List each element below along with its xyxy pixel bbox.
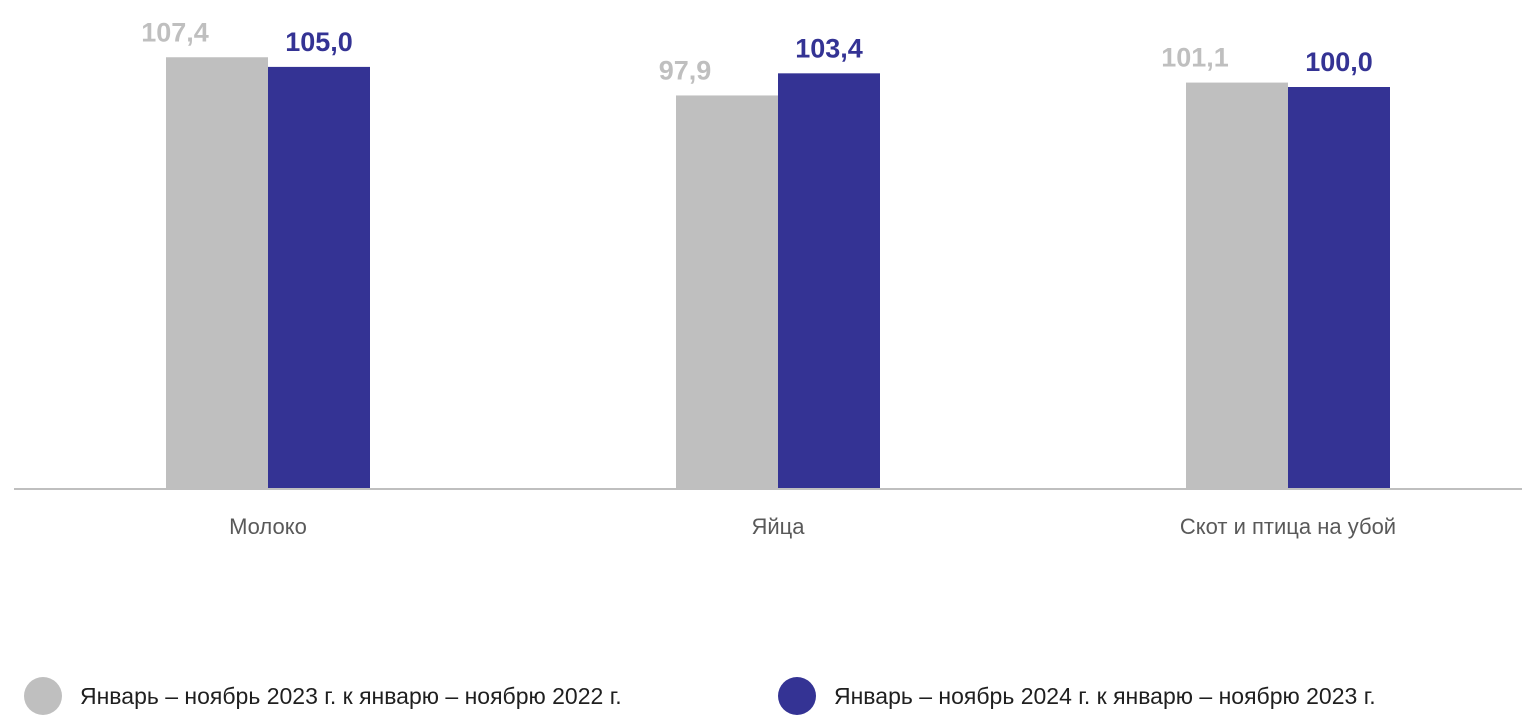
bars-group xyxy=(166,57,1390,490)
legend-marker-series-1 xyxy=(24,677,62,715)
legend-label-series-2: Январь – ноябрь 2024 г. к январю – ноябр… xyxy=(834,682,1376,709)
legend-label-series-1: Январь – ноябрь 2023 г. к январю – ноябр… xyxy=(80,682,622,709)
value-label-series-2-category-2: 103,4 xyxy=(795,33,863,63)
bar-series-2-category-1 xyxy=(268,66,370,490)
value-label-series-1-category-3: 101,1 xyxy=(1161,43,1229,73)
value-label-series-1-category-2: 97,9 xyxy=(659,55,712,85)
bar-series-1-category-1 xyxy=(166,57,268,489)
legend-marker-series-2 xyxy=(778,677,816,715)
value-label-series-2-category-3: 100,0 xyxy=(1305,47,1373,77)
legend-item-series-1: Январь – ноябрь 2023 г. к январю – ноябр… xyxy=(24,676,622,716)
category-label-1: Молоко xyxy=(229,514,307,539)
legend-item-series-2: Январь – ноябрь 2024 г. к январю – ноябр… xyxy=(778,676,1376,716)
category-label-2: Яйца xyxy=(751,514,805,539)
category-label-3: Скот и птица на убой xyxy=(1180,514,1396,539)
value-labels-group: 107,4 105,0 97,9 103,4 101,1 100,0 xyxy=(141,17,1373,85)
category-labels-group: Молоко Яйца Скот и птица на убой xyxy=(229,514,1396,539)
bar-series-2-category-3 xyxy=(1288,87,1390,489)
bar-series-1-category-3 xyxy=(1186,82,1288,489)
value-label-series-2-category-1: 105,0 xyxy=(285,27,353,57)
bar-series-1-category-2 xyxy=(676,95,778,489)
value-label-series-1-category-1: 107,4 xyxy=(141,17,209,47)
bar-series-2-category-2 xyxy=(778,73,880,489)
